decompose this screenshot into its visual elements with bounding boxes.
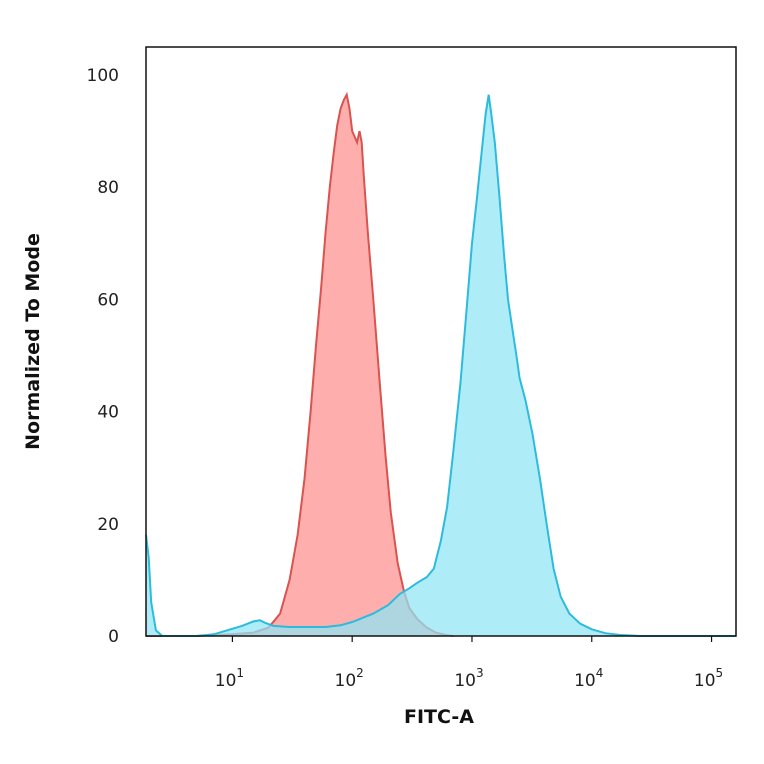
series-1-area (146, 94, 454, 636)
y-tick-label: 80 (97, 178, 119, 198)
series-layer (145, 91, 736, 637)
y-axis-ticks: 0 20 40 60 80 100 (87, 66, 119, 647)
series-1-line (146, 91, 454, 637)
y-tick-label: 100 (87, 66, 119, 86)
y-tick-label: 20 (97, 515, 119, 535)
x-tick-label: 105 (694, 666, 723, 691)
series-2-line (145, 94, 736, 637)
y-tick-label: 60 (97, 290, 119, 310)
y-tick-label: 40 (97, 403, 119, 423)
x-tick-label: 102 (335, 666, 364, 691)
y-axis-title: Normalized To Mode (22, 233, 44, 450)
x-tick-label: 101 (215, 666, 244, 691)
x-tick-label: 103 (454, 666, 483, 691)
plot-frame (145, 46, 737, 637)
x-tick-label: 104 (574, 666, 603, 691)
x-axis-ticks: 101 102 103 104 105 (215, 636, 723, 691)
x-axis-title: FITC-A (404, 706, 474, 728)
y-tick-label: 0 (108, 627, 119, 647)
series-2-area (146, 94, 736, 636)
